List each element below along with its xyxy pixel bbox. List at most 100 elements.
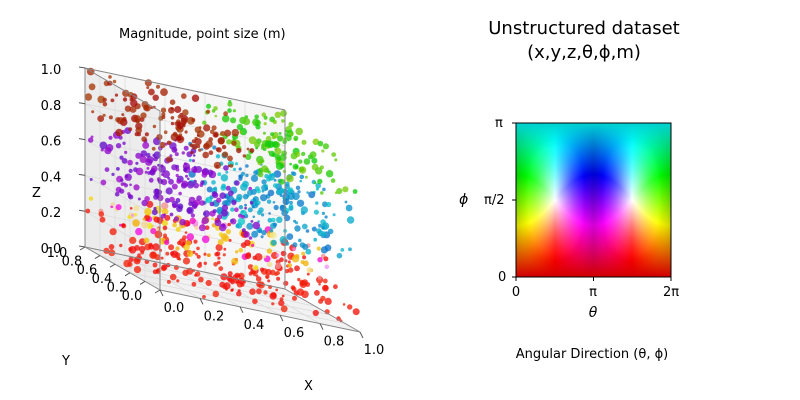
tick-label: 0.4 (92, 272, 113, 287)
scatter-point (227, 271, 233, 277)
scatter-point (176, 205, 183, 213)
scatter-point (317, 140, 324, 147)
scatter-point (276, 216, 283, 223)
scatter-point (270, 239, 277, 246)
scatter-point (306, 191, 309, 194)
scatter-point (261, 184, 268, 192)
scatter-point (300, 206, 308, 214)
scatter-point (315, 182, 322, 189)
scatter-point (263, 122, 267, 126)
tick-label: 0.4 (244, 318, 265, 333)
scatter-point (342, 186, 349, 193)
scatter-point (248, 186, 252, 191)
scatter-point (301, 139, 307, 145)
scatter-point (302, 260, 309, 267)
tick-labels: 0.00.20.40.60.81.00.00.20.40.60.81.00.00… (41, 63, 385, 358)
scatter-point (188, 201, 193, 207)
scatter-point (257, 210, 262, 216)
scatter-point (280, 110, 287, 117)
scatter-point (279, 194, 283, 197)
scatter-point (276, 276, 281, 281)
scatter-point (124, 173, 132, 181)
scatter-point (295, 127, 304, 136)
scatter-point (211, 180, 216, 185)
scatter-point (313, 181, 317, 185)
scatter-point (182, 257, 191, 265)
scatter-point (301, 223, 308, 230)
x-tick (199, 298, 204, 305)
scatter-point (220, 174, 229, 182)
scatter-point (144, 104, 151, 112)
scatter-point (209, 201, 215, 207)
scatter-point (177, 240, 182, 246)
scatter-point (143, 214, 151, 222)
scatter-point (242, 154, 246, 158)
scatter-point (121, 158, 128, 164)
scatter-point (110, 202, 115, 207)
scatter-point (254, 253, 263, 261)
scatter-point (244, 203, 248, 207)
scatter-point (217, 172, 222, 177)
scatter-point (191, 139, 196, 144)
scatter-point (243, 231, 250, 238)
scatter-point (352, 308, 360, 316)
scatter-point (166, 156, 173, 163)
scatter-point (213, 186, 218, 191)
scatter-point (288, 121, 294, 128)
scatter-point (115, 128, 123, 137)
scatter-point (220, 209, 229, 217)
scatter-point (161, 112, 166, 117)
heatmap-caption: Angular Direction (θ, ϕ) (515, 347, 669, 362)
axis-panes (85, 68, 360, 332)
scatter-point (324, 215, 328, 219)
scatter-point (189, 217, 196, 224)
scatter-point (207, 253, 211, 258)
scatter-point (127, 159, 133, 166)
scatter-point (212, 145, 217, 150)
scatter-point (271, 217, 276, 223)
scatter-point (297, 277, 301, 282)
tick-label: 0.0 (122, 289, 143, 304)
heatmap-xtick-label: 2π (662, 285, 680, 300)
scatter-point (119, 155, 124, 160)
grid-line (204, 271, 281, 316)
scatter-point (278, 178, 285, 185)
scatter-point (333, 284, 338, 290)
scatter-point (340, 248, 345, 252)
scatter-point (172, 203, 177, 209)
scatter-point (251, 230, 259, 238)
scatter-point (261, 179, 267, 185)
scatter-point (278, 132, 282, 135)
scatter-point (130, 99, 138, 108)
scatter-point (163, 213, 166, 216)
scatter-point (294, 225, 301, 232)
scatter-point (135, 152, 142, 159)
scatter-point (259, 267, 265, 272)
grid-line (99, 255, 301, 298)
scatter-point (283, 280, 289, 286)
scatter-point (143, 237, 150, 244)
scatter-point (267, 173, 276, 181)
scatter-point (231, 288, 234, 292)
scatter-point (203, 261, 207, 265)
scatter-point (216, 147, 222, 153)
scatter-point (322, 187, 326, 192)
scatter-point (102, 97, 107, 103)
scatter-point (217, 256, 221, 260)
scatter-point (255, 124, 261, 130)
scatter-point (278, 300, 285, 307)
scatter-point (115, 204, 122, 211)
scatter-point (287, 187, 294, 193)
scatter-point (140, 150, 147, 157)
scatter-point (216, 214, 223, 220)
scatter-point (203, 210, 210, 218)
scatter-point (198, 224, 206, 232)
scatter-point (294, 165, 299, 169)
scatter-point (214, 114, 218, 118)
scatter-point (289, 132, 294, 136)
scatter-point (208, 150, 214, 155)
z-tick (78, 173, 86, 176)
scatter-point (261, 213, 265, 217)
scatter-point (321, 211, 325, 215)
scatter-point (121, 113, 125, 117)
